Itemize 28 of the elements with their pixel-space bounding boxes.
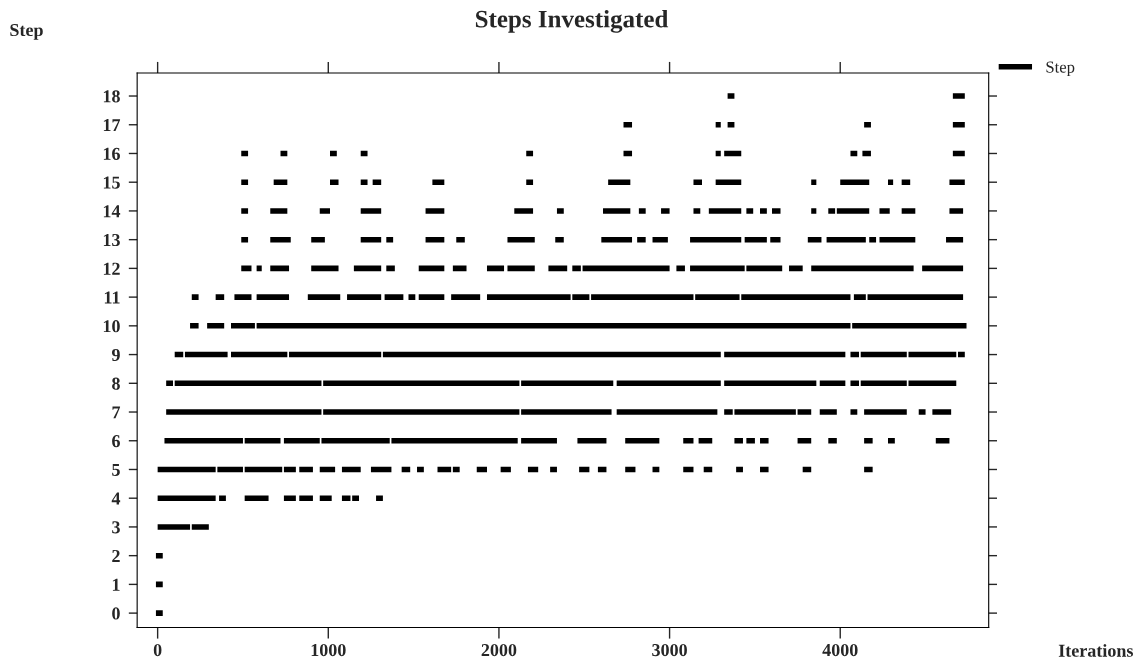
x-tick-label: 3000 [652,643,687,657]
y-tick-label: 1 [112,578,120,591]
chart-title: Steps Investigated [475,9,669,33]
x-tick-label: 2000 [481,643,517,657]
y-tick-label: 17 [103,119,121,132]
y-tick-label: 2 [112,549,120,562]
y-tick-label: 0 [112,607,120,620]
y-tick-label: 13 [103,233,120,247]
y-tick-label: 4 [111,492,121,505]
y-tick-label: 8 [112,377,120,390]
y-tick-label: 9 [111,348,120,362]
x-tick-label: 0 [153,643,162,657]
y-tick-label: 18 [103,90,120,103]
y-tick-label: 10 [103,320,120,333]
y-tick-label: 14 [103,205,121,218]
y-tick-label: 12 [103,262,120,275]
y-tick-label: 16 [103,147,120,160]
x-axis-title: Iterations [1058,644,1134,657]
y-tick-label: 11 [104,291,120,304]
x-tick-label: 4000 [822,643,858,657]
y-tick-label: 15 [103,176,120,189]
y-tick-label: 3 [112,521,120,534]
y-tick-label: 6 [112,435,120,448]
y-tick-label: 7 [112,406,121,419]
legend-label: Step [1046,61,1075,77]
y-tick-label: 5 [112,463,120,476]
y-axis-title: Step [10,23,43,40]
x-tick-label: 1000 [311,643,346,657]
